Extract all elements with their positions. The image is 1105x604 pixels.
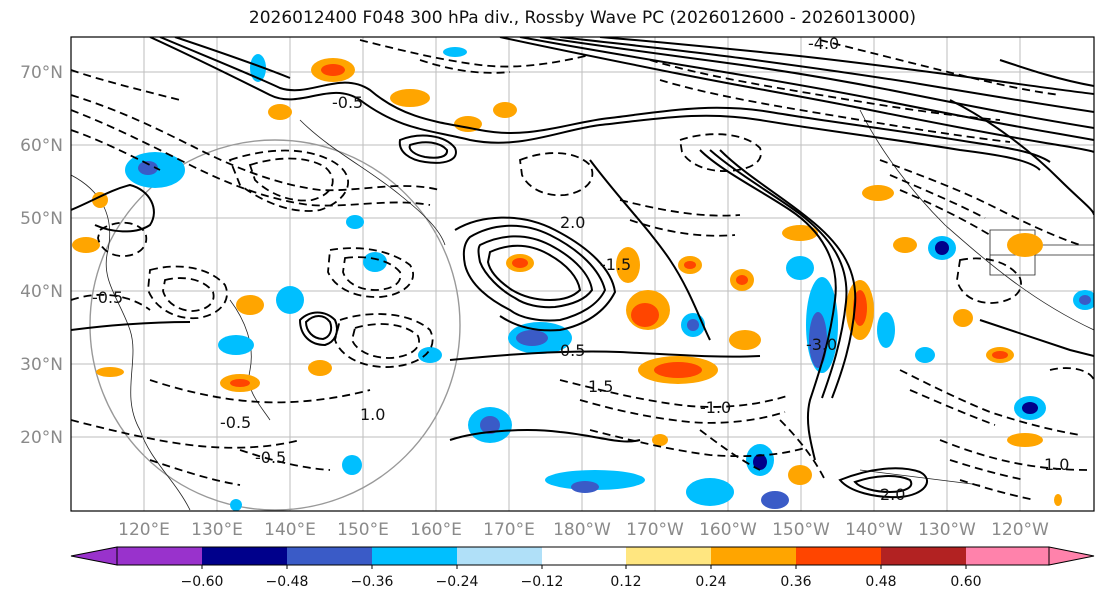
contour-label: -1.0 (700, 398, 731, 417)
lon-label: 140°W (845, 520, 903, 540)
colorbar-tick-label: 0.36 (780, 574, 811, 590)
colorbar-tick-label: −0.60 (181, 574, 224, 590)
colorbar-segment (542, 547, 626, 565)
colorbar-tick-label: −0.12 (521, 574, 564, 590)
latitude-labels: 70°N 60°N 50°N 40°N 30°N 20°N (20, 63, 63, 448)
contour-label: 0.5 (560, 341, 585, 360)
lon-label: 140°E (264, 520, 316, 540)
colorbar-tick-label: 0.48 (865, 574, 896, 590)
colorbar-extend-low (70, 546, 118, 566)
lon-label: 150°E (337, 520, 389, 540)
contour-label: 2.0 (560, 213, 585, 232)
lat-label: 30°N (20, 355, 63, 375)
longitude-labels: 120°E 130°E 140°E 150°E 160°E 170°E 180°… (118, 520, 1049, 540)
lon-label: 170°E (483, 520, 535, 540)
lon-label: 120°W (991, 520, 1049, 540)
negative-contours (71, 39, 1094, 501)
colorbar-segment (881, 547, 966, 565)
colorbar-segment (626, 547, 711, 565)
colorbar: −0.60 −0.48 −0.36 −0.24 −0.12 0.12 0.24 … (70, 546, 1095, 590)
contour-label: -0.5 (332, 93, 363, 112)
contour-label: 1.5 (588, 377, 613, 396)
colorbar-tick-labels: −0.60 −0.48 −0.36 −0.24 −0.12 0.12 0.24 … (181, 574, 982, 590)
contour-label: -0.5 (92, 288, 123, 307)
colorbar-frame (116, 546, 1050, 566)
colorbar-segment (966, 547, 1049, 565)
colorbar-segment (711, 547, 796, 565)
map-title: 2026012400 F048 300 hPa div., Rossby Wav… (248, 8, 917, 28)
colorbar-tick-label: −0.48 (266, 574, 309, 590)
contour-label: -4.0 (808, 34, 839, 53)
contour-label: 2.0 (880, 485, 905, 504)
lat-label: 40°N (20, 282, 63, 302)
contour-label: -3.0 (806, 335, 837, 354)
colorbar-segment (287, 547, 372, 565)
contour-label: -0.5 (255, 448, 286, 467)
colorbar-tick-label: −0.24 (436, 574, 479, 590)
lon-label: 130°E (191, 520, 243, 540)
lat-label: 60°N (20, 136, 63, 156)
lat-label: 70°N (20, 63, 63, 83)
lon-label: 180°W (553, 520, 611, 540)
colorbar-tick-label: 0.24 (695, 574, 726, 590)
colorbar-tick-label: 0.12 (610, 574, 641, 590)
lon-label: 160°E (410, 520, 462, 540)
lon-label: 150°W (772, 520, 830, 540)
plot-frame (70, 36, 1095, 512)
colorbar-segment (457, 547, 542, 565)
lon-label: 160°W (699, 520, 757, 540)
plot-area: -4.0 -0.5 1.5 1.0 0.5 -0.5 2.0 -1.5 -3.0… (71, 34, 1094, 511)
colorbar-segment (796, 547, 881, 565)
colorbar-segment (372, 547, 457, 565)
lon-label: 130°W (918, 520, 976, 540)
colorbar-extend-high (1048, 546, 1095, 566)
positive-contours (71, 37, 1094, 499)
colorbar-tick-label: −0.36 (351, 574, 394, 590)
contour-value-labels: -4.0 -0.5 1.5 1.0 0.5 -0.5 2.0 -1.5 -3.0… (92, 34, 1069, 504)
contour-label: -0.5 (220, 413, 251, 432)
contour-label: 1.0 (1044, 455, 1069, 474)
colorbar-tick-marks (201, 565, 967, 569)
colorbar-tick-label: 0.60 (950, 574, 981, 590)
lat-label: 50°N (20, 209, 63, 229)
lon-label: 120°E (118, 520, 170, 540)
reference-circle (89, 139, 461, 511)
contour-label: 1.0 (360, 405, 385, 424)
contour-label: -1.5 (600, 255, 631, 274)
lat-label: 20°N (20, 428, 63, 448)
coastlines (71, 109, 1094, 511)
lon-label: 170°W (626, 520, 684, 540)
colorbar-segment (117, 547, 202, 565)
colorbar-segment (202, 547, 287, 565)
